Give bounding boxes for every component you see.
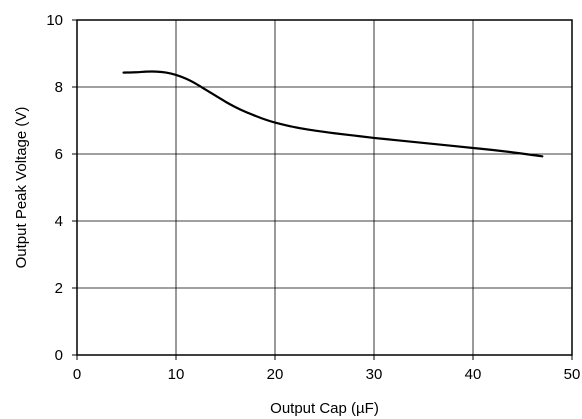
x-tick-label: 50	[564, 366, 581, 383]
x-axis-title: Output Cap (µF)	[270, 400, 379, 417]
y-axis-title: Output Peak Voltage (V)	[13, 107, 30, 269]
grid-lines	[77, 20, 572, 355]
y-tick-label: 8	[55, 79, 63, 96]
x-tick-label: 30	[366, 366, 383, 383]
y-tick-label: 4	[55, 213, 63, 230]
axis-ticks: 0 10 20 30 40 50 0 2 4 6 8 10	[46, 12, 580, 383]
x-tick-label: 20	[267, 366, 284, 383]
plot-area-frame	[76, 19, 573, 356]
y-tick-label: 2	[55, 280, 63, 297]
x-tick-label: 0	[73, 366, 81, 383]
y-tick-label: 6	[55, 146, 63, 163]
y-tick-label: 0	[55, 347, 63, 364]
y-tick-label: 10	[46, 12, 63, 29]
x-tick-label: 10	[168, 366, 185, 383]
series-layer	[122, 70, 544, 158]
x-tick-label: 40	[465, 366, 482, 383]
series-line-0	[122, 70, 544, 158]
